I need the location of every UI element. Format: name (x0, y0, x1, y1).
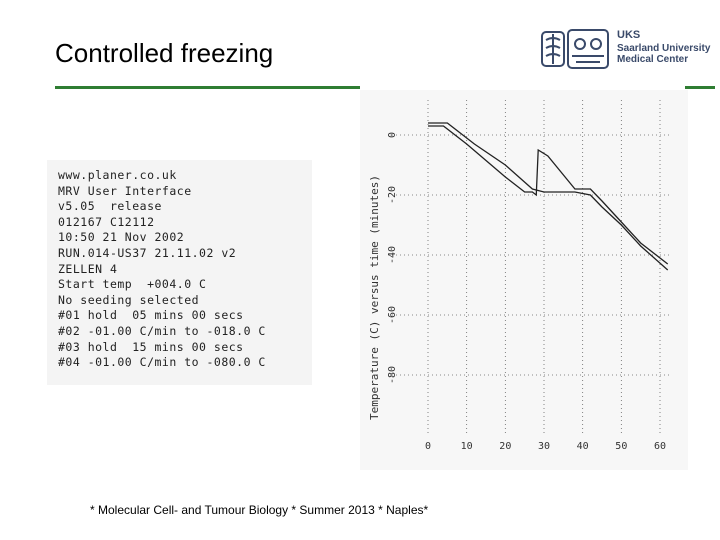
y-tick-label: -20 (387, 186, 398, 204)
printout-line: RUN.014-US37 21.11.02 v2 (58, 246, 237, 260)
y-tick-label: -60 (387, 306, 398, 324)
printout-line: MRV User Interface (58, 183, 192, 198)
footer-text: * Molecular Cell- and Tumour Biology * S… (90, 503, 429, 517)
printout-line: No seeding selected (58, 292, 200, 307)
y-axis-label: Temperature (C) versus time (minutes) (368, 175, 381, 420)
series-line-1 (428, 125, 669, 265)
x-tick-label: 60 (654, 441, 666, 452)
printout-line: ZELLEN 4 (58, 261, 118, 276)
x-tick-label: 50 (615, 441, 627, 452)
logo-university: Saarland University (617, 43, 711, 54)
printout-line: #04 -01.00 C/min to -080.0 C (58, 355, 266, 370)
y-tick-label: 0 (387, 132, 398, 138)
y-tick-label: -80 (387, 366, 398, 384)
printout-line: 012167 C12112 (58, 214, 155, 229)
slide-title: Controlled freezing (55, 38, 274, 68)
title-divider-left (55, 86, 360, 89)
printout-line: Start temp +004.0 C (58, 277, 207, 292)
freezing-chart: 0 10 20 30 40 50 60 0 -20 -40 -60 -80 Temperature (C… (360, 90, 688, 470)
chart-svg: 0 10 20 30 40 50 60 0 -20 -40 -60 -80 Temperature (C… (368, 100, 670, 452)
logo-medical-center: Medical Center (617, 54, 689, 65)
y-tick-label: -40 (387, 246, 398, 264)
university-crest-icon (541, 29, 609, 69)
freezer-printout (47, 160, 312, 385)
x-tick-label: 30 (538, 441, 550, 452)
printout-line: 10:50 21 Nov 2002 (58, 230, 185, 245)
printout-line: v5.05 release (58, 199, 162, 214)
x-tick-label: 40 (577, 441, 589, 452)
uks-logo: UKS Saarland University Medical Center (540, 24, 715, 74)
printout-line: #02 -01.00 C/min to -018.0 C (58, 324, 266, 338)
series-line-2 (428, 122, 669, 271)
printout-line: #03 hold 15 mins 00 secs (58, 339, 244, 354)
x-tick-label: 0 (425, 441, 431, 452)
logo-name: UKS (617, 29, 641, 41)
printout-line: www.planer.co.uk (58, 168, 177, 182)
title-divider-right (685, 86, 715, 89)
printout-line: #01 hold 05 mins 00 secs (58, 308, 244, 323)
x-tick-label: 10 (461, 441, 473, 452)
x-tick-label: 20 (499, 441, 511, 452)
